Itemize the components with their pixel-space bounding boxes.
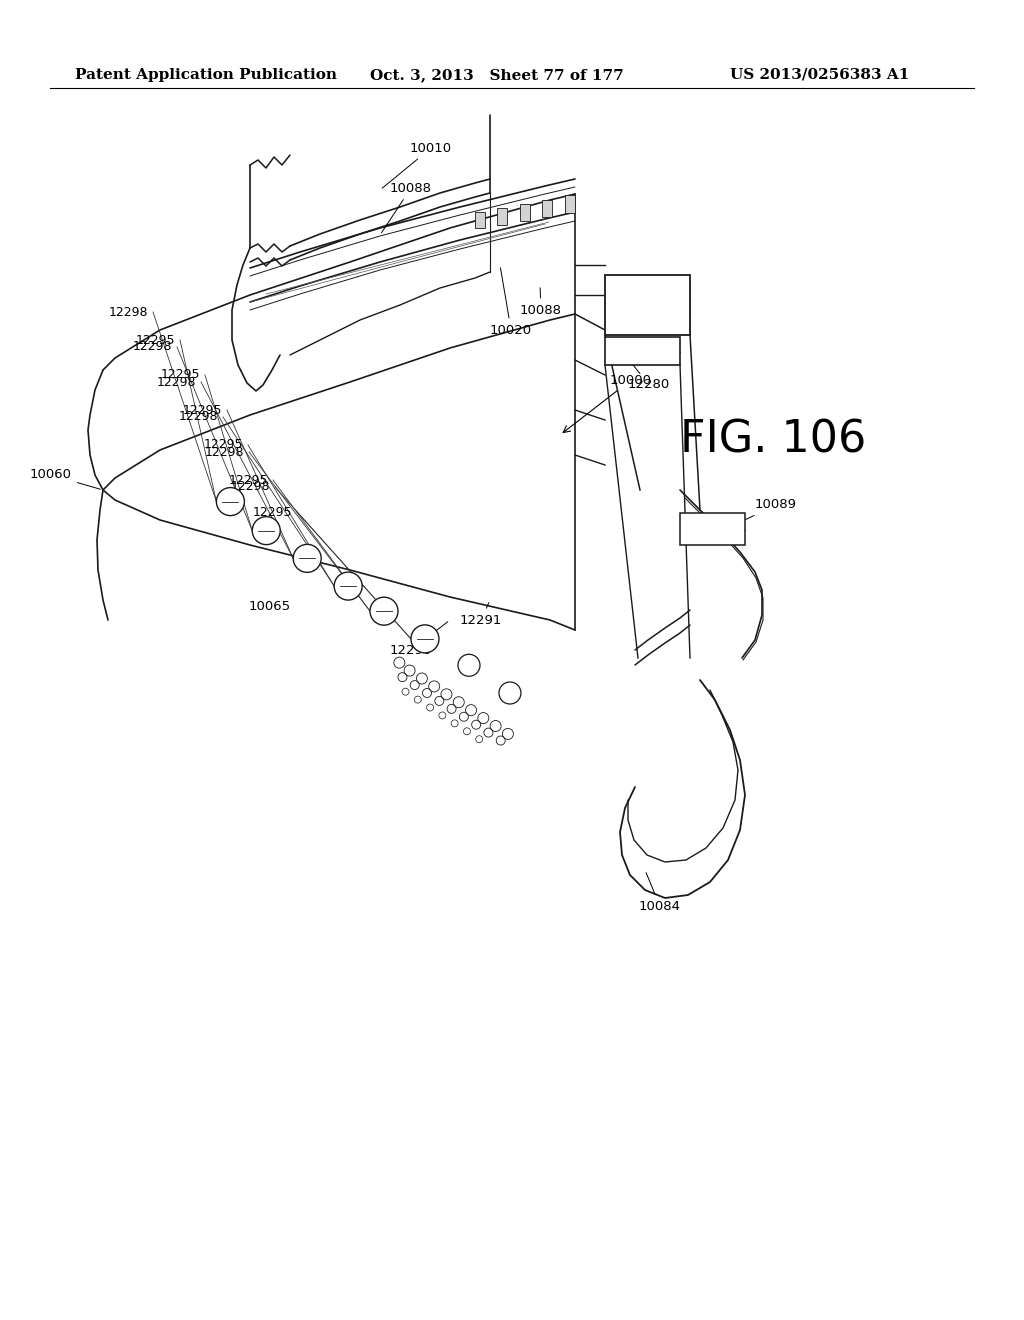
Bar — [520, 205, 530, 220]
Bar — [497, 209, 507, 224]
Bar — [542, 201, 552, 216]
Text: 12298: 12298 — [157, 375, 196, 388]
Circle shape — [293, 544, 322, 573]
Text: 12290: 12290 — [390, 622, 447, 656]
Circle shape — [216, 487, 245, 516]
Text: 10020: 10020 — [490, 268, 532, 337]
Text: Oct. 3, 2013   Sheet 77 of 177: Oct. 3, 2013 Sheet 77 of 177 — [370, 69, 624, 82]
Text: FIG. 106: FIG. 106 — [680, 418, 866, 462]
Text: 12295: 12295 — [253, 506, 292, 519]
Circle shape — [334, 572, 362, 601]
Circle shape — [252, 516, 281, 545]
Circle shape — [458, 655, 480, 676]
Text: 10010: 10010 — [382, 141, 453, 189]
Bar — [475, 213, 485, 228]
Text: 12295: 12295 — [182, 404, 222, 417]
Text: 12298: 12298 — [132, 341, 172, 354]
Text: 12298: 12298 — [178, 411, 218, 424]
Text: 12280: 12280 — [618, 347, 671, 392]
Bar — [605, 275, 690, 335]
Text: 10088: 10088 — [382, 181, 432, 232]
Bar — [605, 337, 680, 366]
Text: 10065: 10065 — [249, 601, 291, 612]
Text: 12295: 12295 — [135, 334, 175, 346]
Text: 10060: 10060 — [30, 469, 100, 490]
Text: 12298: 12298 — [109, 305, 148, 318]
Text: 12298: 12298 — [205, 446, 244, 458]
Text: 10089: 10089 — [732, 499, 797, 525]
Text: 12295: 12295 — [204, 438, 243, 451]
Text: 10000: 10000 — [563, 374, 652, 433]
Text: 10088: 10088 — [520, 288, 562, 317]
Text: 12291: 12291 — [460, 602, 503, 627]
Bar — [565, 195, 575, 213]
Circle shape — [370, 597, 398, 626]
Text: 10084: 10084 — [639, 873, 681, 913]
Text: Patent Application Publication: Patent Application Publication — [75, 69, 337, 82]
Text: US 2013/0256383 A1: US 2013/0256383 A1 — [730, 69, 909, 82]
Text: 12295: 12295 — [161, 368, 200, 381]
Circle shape — [499, 682, 521, 704]
Circle shape — [411, 624, 439, 653]
Bar — [680, 513, 745, 545]
Text: 12295: 12295 — [228, 474, 268, 487]
Text: 12298: 12298 — [230, 480, 270, 494]
